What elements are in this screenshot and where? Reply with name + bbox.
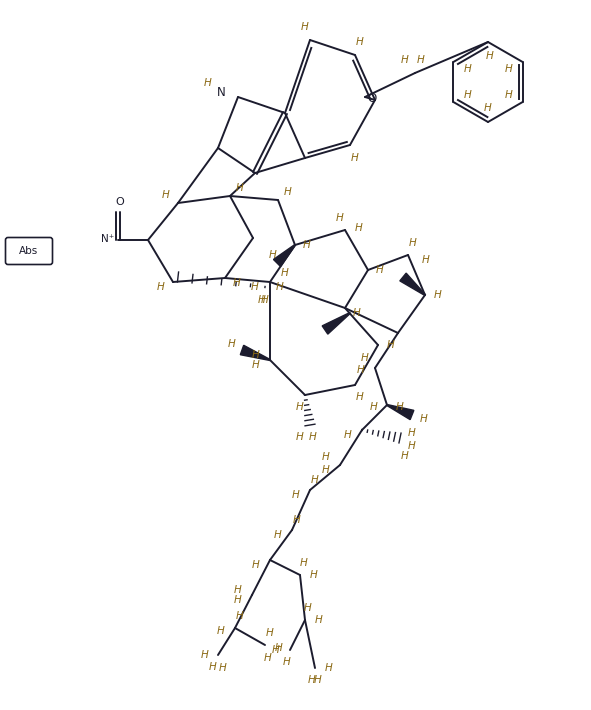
Text: H: H [296, 432, 304, 442]
Text: H: H [353, 308, 361, 318]
Text: H: H [505, 90, 512, 100]
Text: H: H [325, 663, 333, 673]
Text: H: H [357, 365, 365, 375]
Text: H: H [396, 402, 404, 412]
Text: H: H [303, 240, 311, 250]
Text: Abs: Abs [20, 246, 38, 256]
Polygon shape [400, 273, 426, 295]
Text: H: H [252, 360, 260, 370]
Text: H: H [315, 615, 323, 625]
Text: H: H [269, 250, 277, 260]
Text: H: H [356, 392, 364, 402]
Text: H: H [296, 402, 304, 412]
Text: H: H [486, 51, 494, 61]
Text: H: H [336, 213, 344, 223]
Text: H: H [355, 223, 363, 233]
Text: N⁺: N⁺ [102, 234, 115, 244]
Text: H: H [233, 278, 241, 288]
Text: H: H [219, 663, 227, 673]
Text: H: H [322, 452, 330, 462]
Text: H: H [217, 626, 225, 636]
Text: H: H [434, 290, 442, 300]
Polygon shape [322, 312, 350, 334]
Text: H: H [505, 64, 512, 74]
Text: H: H [252, 560, 260, 570]
Text: H: H [201, 650, 209, 660]
FancyBboxPatch shape [5, 238, 53, 265]
Text: H: H [301, 22, 309, 32]
Polygon shape [274, 245, 296, 266]
Text: N: N [217, 87, 225, 99]
Text: H: H [463, 64, 471, 74]
Text: H: H [236, 183, 244, 193]
Text: H: H [281, 268, 289, 278]
Text: H: H [304, 603, 312, 613]
Text: H: H [293, 515, 301, 525]
Text: H: H [292, 490, 300, 500]
Text: H: H [314, 675, 322, 685]
Text: H: H [420, 414, 428, 424]
Text: H: H [463, 90, 471, 100]
Text: H: H [234, 585, 242, 595]
Text: H: H [484, 103, 492, 113]
Text: H: H [264, 653, 272, 663]
Text: H: H [266, 628, 274, 638]
Text: H: H [344, 430, 352, 440]
Text: H: H [261, 295, 269, 305]
Text: H: H [309, 432, 317, 442]
Text: H: H [409, 238, 417, 248]
Text: H: H [387, 340, 395, 350]
Text: H: H [376, 265, 384, 275]
Text: H: H [272, 645, 280, 655]
Text: H: H [422, 255, 430, 265]
Text: H: H [251, 282, 259, 292]
Text: H: H [275, 643, 283, 653]
Text: H: H [408, 441, 416, 451]
Polygon shape [241, 345, 270, 361]
Text: H: H [274, 530, 282, 540]
Text: O: O [368, 92, 376, 106]
Text: H: H [351, 153, 359, 163]
Text: H: H [228, 339, 236, 349]
Text: H: H [204, 78, 212, 88]
Text: H: H [361, 353, 369, 363]
Text: H: H [276, 282, 284, 292]
Text: H: H [417, 55, 425, 65]
Text: H: H [252, 350, 260, 360]
Text: H: H [311, 475, 319, 485]
Text: H: H [236, 611, 244, 621]
Text: H: H [234, 595, 242, 605]
Text: H: H [157, 282, 165, 292]
Text: H: H [322, 465, 330, 475]
Text: O: O [116, 197, 124, 207]
Text: H: H [356, 37, 364, 47]
Text: H: H [300, 558, 308, 568]
Text: H: H [370, 402, 378, 412]
Text: H: H [162, 190, 170, 200]
Polygon shape [387, 405, 414, 420]
Text: H: H [284, 187, 292, 197]
Text: H: H [401, 451, 409, 461]
Text: H: H [310, 570, 318, 580]
Text: H: H [258, 295, 266, 305]
Text: H: H [308, 675, 316, 685]
Text: H: H [283, 657, 291, 667]
Text: H: H [401, 55, 409, 65]
Text: H: H [209, 662, 217, 672]
Text: H: H [408, 428, 416, 438]
